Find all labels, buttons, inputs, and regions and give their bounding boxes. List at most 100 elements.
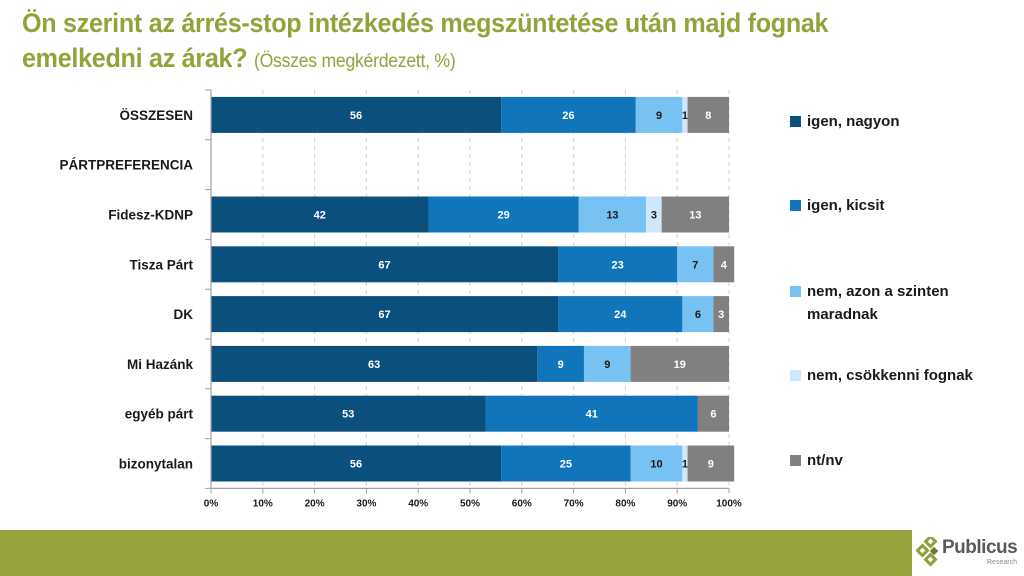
data-label: 8 bbox=[705, 110, 711, 122]
axes bbox=[205, 89, 730, 494]
data-label: 9 bbox=[558, 359, 564, 371]
bar-segment bbox=[682, 296, 714, 333]
data-label: 10 bbox=[650, 459, 662, 471]
data-label: 9 bbox=[604, 359, 610, 371]
bar-segment bbox=[211, 296, 559, 333]
data-label: 7 bbox=[692, 259, 698, 271]
bar-segment bbox=[677, 246, 714, 283]
data-label: 4 bbox=[721, 259, 728, 271]
legend-swatch bbox=[790, 455, 801, 466]
bar-segment bbox=[485, 395, 698, 432]
bar-segment bbox=[630, 345, 729, 382]
data-label: 56 bbox=[350, 110, 362, 122]
data-label: 23 bbox=[612, 259, 624, 271]
x-tick-label: 30% bbox=[356, 498, 376, 509]
bar-segment bbox=[583, 345, 631, 382]
logo-diamond-icon bbox=[916, 537, 939, 567]
category-label: Mi Hazánk bbox=[127, 357, 194, 372]
bar-segment bbox=[713, 296, 729, 333]
legend-swatch bbox=[790, 370, 801, 381]
data-label: 9 bbox=[708, 459, 714, 471]
data-label: 13 bbox=[689, 210, 701, 222]
x-tick-label: 70% bbox=[564, 498, 584, 509]
bar-segment bbox=[687, 96, 729, 133]
legend-swatch bbox=[790, 116, 801, 127]
bar-segment bbox=[687, 445, 735, 482]
data-label: 3 bbox=[718, 309, 724, 321]
legend-label: igen, kicsit bbox=[807, 197, 885, 214]
slide-title: Ön szerint az árrés-stop intézkedés megs… bbox=[22, 6, 943, 79]
data-label: 29 bbox=[498, 210, 510, 222]
legend-item: nt/nv bbox=[790, 449, 1020, 472]
data-label: 1 bbox=[682, 110, 688, 122]
bar-segment bbox=[558, 296, 683, 333]
legend-item: igen, kicsit bbox=[790, 194, 1020, 217]
data-label: 25 bbox=[560, 459, 572, 471]
bar-segment bbox=[501, 96, 636, 133]
x-tick-label: 20% bbox=[305, 498, 325, 509]
category-labels: ÖSSZESEN PÁRTPREFERENCIA Fidesz-KDNP Tisza … bbox=[59, 108, 193, 472]
x-tick-label: 50% bbox=[460, 498, 480, 509]
brand-sub: Research bbox=[987, 559, 1017, 566]
brand-name: Publicus bbox=[942, 537, 1018, 558]
legend-item: nem, azon a szinten maradnak bbox=[790, 280, 1020, 326]
bar-segment bbox=[501, 445, 631, 482]
data-label: 42 bbox=[314, 210, 326, 222]
x-tick-label: 10% bbox=[253, 498, 273, 509]
bar-segment bbox=[578, 196, 647, 233]
data-label: 24 bbox=[614, 309, 627, 321]
publicus-logo: Publicus Research bbox=[916, 535, 1024, 573]
bar-segment bbox=[537, 345, 584, 382]
bar-segment bbox=[211, 96, 502, 133]
x-tick-label: 100% bbox=[716, 498, 742, 509]
data-label: 6 bbox=[710, 409, 716, 421]
bar-segment bbox=[558, 246, 678, 283]
category-label: Fidesz-KDNP bbox=[108, 208, 193, 223]
title-subtitle: (Összes megkérdezett, %) bbox=[253, 51, 456, 72]
data-label: 67 bbox=[378, 309, 390, 321]
bar-segment bbox=[682, 445, 688, 482]
x-tick-label: 0% bbox=[204, 498, 219, 509]
bar-segment bbox=[661, 196, 729, 233]
bar-segment bbox=[630, 445, 683, 482]
data-label: 67 bbox=[378, 259, 390, 271]
category-label: ÖSSZESEN bbox=[119, 108, 193, 123]
data-label: 13 bbox=[606, 210, 618, 222]
data-label: 1 bbox=[682, 459, 688, 471]
data-label: 19 bbox=[674, 359, 686, 371]
legend-label: nt/nv bbox=[807, 452, 843, 469]
legend-item: igen, nagyon bbox=[790, 110, 1020, 133]
legend-label: nem, azon a szinten maradnak bbox=[807, 283, 949, 323]
data-label: 63 bbox=[368, 359, 380, 371]
category-label: DK bbox=[174, 307, 194, 322]
data-label: 53 bbox=[342, 409, 354, 421]
x-tick-label: 80% bbox=[615, 498, 635, 509]
bar-segment bbox=[428, 196, 579, 233]
bar-segment bbox=[211, 246, 559, 283]
x-tick-label: 60% bbox=[512, 498, 532, 509]
data-label: 56 bbox=[350, 459, 362, 471]
legend-swatch bbox=[790, 286, 801, 297]
bar-segment bbox=[211, 196, 429, 233]
bar-segment bbox=[646, 196, 662, 233]
bar-segment bbox=[635, 96, 683, 133]
category-label: Tisza Párt bbox=[129, 257, 193, 272]
legend-swatch bbox=[790, 200, 801, 211]
category-label: bizonytalan bbox=[119, 457, 193, 472]
x-tick-label: 40% bbox=[408, 498, 428, 509]
category-label: PÁRTPREFERENCIA bbox=[59, 158, 193, 173]
bar-segment bbox=[713, 246, 735, 283]
footer-bar bbox=[0, 530, 912, 576]
bar-segment bbox=[211, 345, 538, 382]
x-tick-label: 90% bbox=[667, 498, 687, 509]
data-label: 41 bbox=[586, 409, 598, 421]
bar-segment bbox=[211, 395, 486, 432]
bar-segment bbox=[682, 96, 688, 133]
bar-segment bbox=[211, 445, 502, 482]
legend-label: nem, csökkenni fognak bbox=[807, 367, 973, 384]
data-label: 9 bbox=[656, 110, 662, 122]
data-label: 3 bbox=[651, 210, 657, 222]
x-tick-labels: 0% 10% 20% 30% 40% 50% 60% 70% 80% 90% 100% bbox=[204, 498, 742, 509]
